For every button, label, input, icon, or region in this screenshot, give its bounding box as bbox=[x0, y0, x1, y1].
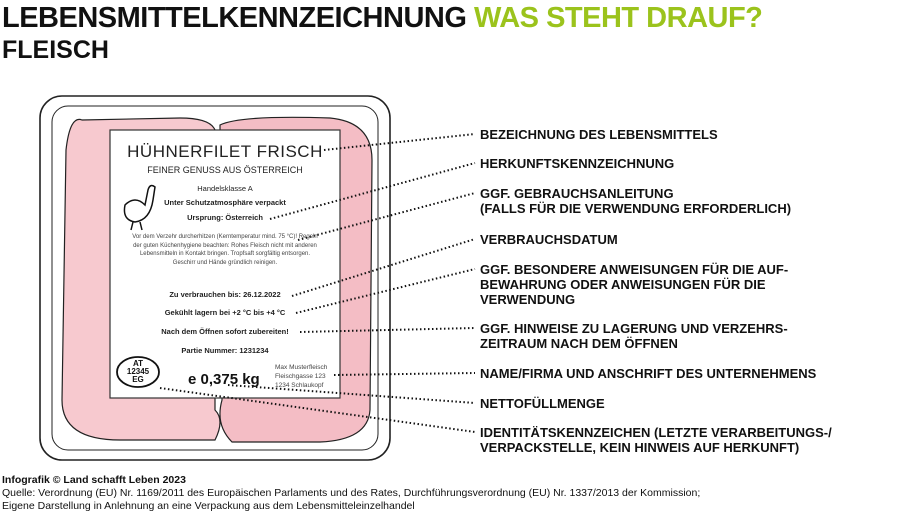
callout-storage: GGF. BESONDERE ANWEISUNGEN FÜR DIE AUF- … bbox=[480, 262, 789, 307]
callout-instructions: GGF. GEBRAUCHSANLEITUNG (FALLS FÜR DIE V… bbox=[480, 186, 792, 216]
product-label: HÜHNERFILET FRISCH FEINER GENUSS AUS ÖST… bbox=[110, 130, 340, 398]
callout-lines bbox=[159, 133, 476, 433]
footer-note: Eigene Darstellung in Anlehnung an eine … bbox=[2, 500, 415, 512]
origin: Ursprung: Österreich bbox=[187, 213, 263, 222]
callout-company: NAME/FIRMA UND ANSCHRIFT DES UNTERNEHMEN… bbox=[480, 366, 817, 381]
instructions: Vor dem Verzehr durcherhitzen (Kerntempe… bbox=[132, 234, 318, 266]
callout-net-weight: NETTOFÜLLMENGE bbox=[480, 396, 605, 411]
page-subtitle: FLEISCH bbox=[2, 36, 109, 64]
batch-number: Partie Nummer: 1231234 bbox=[181, 346, 269, 355]
footer-source: Quelle: Verordnung (EU) Nr. 1169/2011 de… bbox=[2, 487, 701, 499]
trade-class: Handelsklasse A bbox=[197, 184, 253, 193]
company-address: Max Musterfleisch Fleischgasse 123 1234 Sc… bbox=[275, 364, 328, 389]
callout-after-opening: GGF. HINWEISE ZU LAGERUNG UND VERZEHRS- … bbox=[480, 321, 788, 351]
callout-use-by: VERBRAUCHSDATUM bbox=[480, 232, 618, 247]
footer-credit: Infografik © Land schafft Leben 2023 bbox=[2, 474, 186, 486]
storage: Gekühlt lagern bei +2 °C bis +4 °C bbox=[164, 308, 286, 317]
after-opening: Nach dem Öffnen sofort zubereiten! bbox=[161, 327, 289, 336]
atmosphere: Unter Schutzatmosphäre verpackt bbox=[164, 198, 286, 207]
page-title: LEBENSMITTELKENNZEICHNUNG WAS STEHT DRAU… bbox=[2, 2, 763, 34]
product-name: HÜHNERFILET FRISCH bbox=[127, 142, 323, 161]
chicken-icon bbox=[123, 184, 156, 231]
package-illustration bbox=[39, 95, 476, 461]
use-by-date: Zu verbrauchen bis: 26.12.2022 bbox=[169, 290, 281, 299]
callout-id-mark: IDENTITÄTSKENNZEICHEN (LETZTE VERARBEITU… bbox=[480, 425, 832, 455]
id-mark-oval bbox=[116, 356, 160, 388]
net-weight: e 0,375 kg bbox=[188, 371, 260, 388]
callout-origin: HERKUNFTSKENNZEICHNUNG bbox=[480, 156, 675, 171]
label-box bbox=[109, 129, 341, 399]
callout-designation: BEZEICHNUNG DES LEBENSMITTELS bbox=[480, 127, 718, 142]
tagline: FEINER GENUSS AUS ÖSTERREICH bbox=[147, 165, 303, 175]
id-mark: AT 12345 EG bbox=[126, 359, 150, 384]
